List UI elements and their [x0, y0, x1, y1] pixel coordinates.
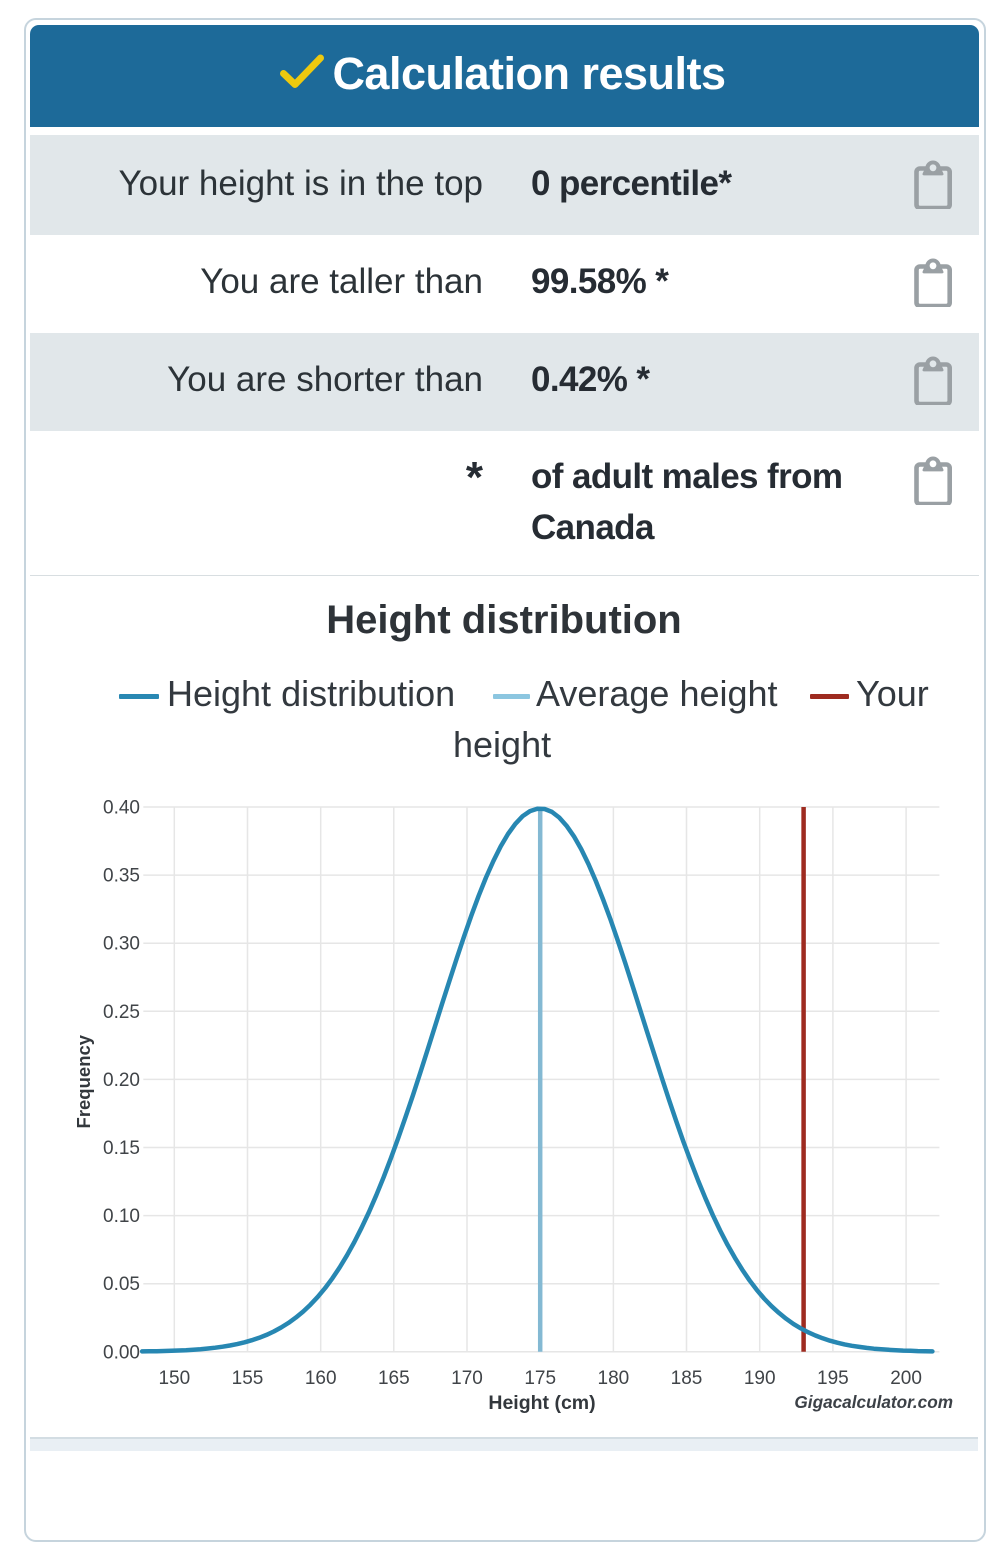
svg-text:0.40: 0.40: [103, 798, 140, 819]
svg-text:150: 150: [158, 1368, 190, 1389]
svg-text:185: 185: [671, 1368, 703, 1389]
svg-text:200: 200: [890, 1368, 922, 1389]
svg-text:170: 170: [451, 1368, 483, 1389]
svg-text:Height (cm): Height (cm): [488, 1392, 595, 1414]
svg-text:175: 175: [524, 1368, 556, 1389]
svg-text:0.35: 0.35: [103, 866, 140, 887]
svg-text:160: 160: [305, 1368, 337, 1389]
svg-text:0.30: 0.30: [103, 934, 140, 955]
svg-text:0.25: 0.25: [103, 1002, 140, 1023]
svg-text:Frequency: Frequency: [73, 1034, 94, 1128]
svg-text:165: 165: [378, 1368, 410, 1389]
svg-text:190: 190: [744, 1368, 776, 1389]
svg-text:195: 195: [817, 1368, 849, 1389]
svg-text:0.15: 0.15: [103, 1138, 140, 1159]
svg-text:0.00: 0.00: [103, 1342, 140, 1363]
svg-text:180: 180: [598, 1368, 630, 1389]
svg-text:0.20: 0.20: [103, 1070, 140, 1091]
svg-text:0.10: 0.10: [103, 1206, 140, 1227]
svg-text:0.05: 0.05: [103, 1274, 140, 1295]
svg-text:155: 155: [232, 1368, 264, 1389]
svg-text:Gigacalculator.com: Gigacalculator.com: [794, 1392, 953, 1412]
